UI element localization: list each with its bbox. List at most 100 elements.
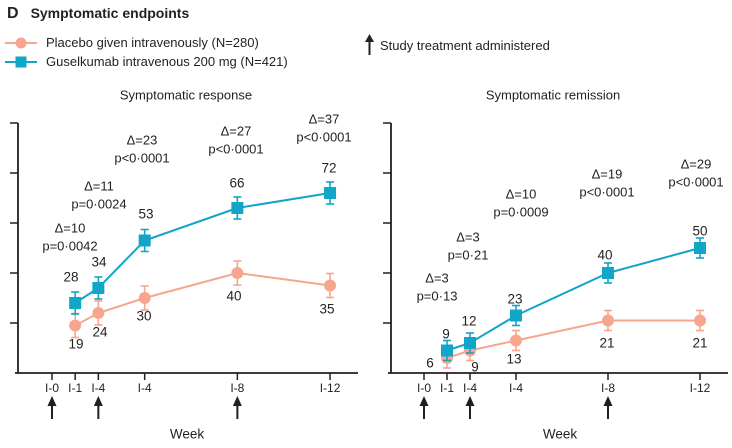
- series-line-placebo: [74, 271, 331, 327]
- treatment-arrow-head: [47, 396, 57, 406]
- annotation-delta: Δ=3: [456, 229, 480, 245]
- annotation-pvalue: p=0·0042: [42, 238, 98, 254]
- marker-square: [231, 202, 244, 214]
- value-label: 66: [229, 175, 245, 191]
- annotation-pvalue: p=0·13: [416, 288, 458, 304]
- x-tick-label: I-8: [230, 381, 245, 395]
- annotation-delta: Δ=29: [680, 156, 712, 172]
- marker-circle: [324, 279, 337, 292]
- annotation-delta: Δ=11: [84, 178, 114, 194]
- value-label: 28: [63, 269, 79, 285]
- marker-circle: [138, 292, 151, 304]
- annotation-delta: Δ=27: [220, 123, 252, 139]
- series-line-guselkumab: [446, 247, 701, 352]
- value-label: 72: [321, 160, 337, 176]
- marker-square: [324, 187, 337, 199]
- x-tick-label: I-8: [600, 381, 616, 395]
- marker-circle: [92, 307, 105, 319]
- value-label: 21: [692, 335, 708, 351]
- value-label: 34: [91, 254, 107, 270]
- annotation-delta: Δ=23: [126, 132, 158, 148]
- guselkumab-marker-icon: [5, 56, 37, 67]
- annotation-pvalue: p=0·21: [447, 247, 489, 263]
- annotation-delta: Δ=37: [308, 111, 340, 127]
- x-tick-label: I-12: [689, 381, 711, 395]
- value-label: 9: [442, 326, 450, 342]
- annotation-pvalue: p<0·0001: [296, 129, 352, 145]
- marker-square: [138, 234, 151, 247]
- value-label: 9: [471, 359, 479, 375]
- x-tick-label: I-4: [91, 381, 106, 395]
- marker-square: [92, 282, 105, 294]
- marker-square: [464, 337, 476, 349]
- annotation-delta: Δ=3: [425, 270, 449, 286]
- legend: Placebo given intravenously (N=280) Guse…: [4, 33, 288, 71]
- treatment-arrow-head: [232, 396, 242, 406]
- x-tick-label: I-1: [68, 381, 83, 395]
- treatment-arrow-head: [603, 396, 613, 406]
- annotation-pvalue: p<0·0001: [668, 174, 724, 190]
- treatment-arrow-head: [93, 396, 103, 406]
- value-label: 13: [506, 351, 522, 367]
- x-tick-label: I-0: [44, 381, 60, 395]
- x-tick-label: I-4: [137, 381, 152, 395]
- value-label: 30: [136, 308, 152, 324]
- placebo-marker-icon: [5, 37, 37, 48]
- value-label: 23: [507, 291, 523, 307]
- annotation-delta: Δ=19: [591, 166, 623, 182]
- treatment-note: Study treatment administered: [364, 34, 550, 56]
- placebo-circle: [15, 37, 27, 48]
- value-label: 24: [92, 324, 108, 340]
- legend-item-guselkumab: Guselkumab intravenous 200 mg (N=421): [4, 52, 288, 71]
- panel-title: Symptomatic response: [119, 87, 253, 103]
- value-label: 40: [597, 247, 613, 263]
- marker-square: [441, 344, 453, 357]
- series-line-placebo: [446, 319, 700, 359]
- marker-square: [602, 267, 614, 279]
- x-tick-label: I-12: [319, 381, 341, 395]
- marker-circle: [602, 314, 614, 327]
- value-label: 12: [461, 313, 477, 329]
- value-label: 35: [319, 301, 335, 317]
- week-axis-label: Week: [169, 426, 205, 442]
- x-tick-label: I-1: [439, 381, 455, 395]
- value-label: 53: [138, 206, 154, 222]
- marker-square: [694, 242, 706, 254]
- value-label: 6: [426, 355, 434, 371]
- legend-item-placebo: Placebo given intravenously (N=280): [4, 33, 288, 52]
- annotation-pvalue: p=0·0009: [493, 204, 549, 220]
- marker-circle: [694, 314, 706, 327]
- x-tick-label: I-0: [416, 381, 432, 395]
- marker-circle: [231, 267, 244, 279]
- treatment-arrow-head: [465, 396, 475, 406]
- panel-letter: D: [7, 5, 19, 22]
- figure-title: Symptomatic endpoints: [30, 5, 190, 21]
- annotation-delta: Δ=10: [54, 220, 86, 236]
- up-arrow-icon: [365, 34, 374, 55]
- marker-square: [69, 297, 82, 309]
- annotation-pvalue: p=0·0024: [71, 196, 127, 212]
- annotation-pvalue: p<0·0001: [114, 150, 170, 166]
- value-label: 19: [68, 336, 84, 352]
- figure-header: D Symptomatic endpoints: [7, 5, 189, 23]
- x-tick-label: I-4: [508, 381, 524, 395]
- marker-square: [510, 309, 522, 322]
- week-axis-label: Week: [542, 426, 578, 442]
- x-tick-label: I-4: [462, 381, 478, 395]
- annotation-delta: Δ=10: [505, 186, 537, 202]
- marker-circle: [69, 319, 82, 332]
- annotation-pvalue: p<0·0001: [579, 184, 635, 200]
- annotation-pvalue: p<0·0001: [208, 141, 264, 157]
- panel-title: Symptomatic remission: [485, 87, 621, 103]
- legend-label-placebo: Placebo given intravenously (N=280): [46, 35, 259, 50]
- guselkumab-square: [15, 56, 27, 67]
- value-label: 50: [692, 223, 708, 239]
- legend-label-guselkumab: Guselkumab intravenous 200 mg (N=421): [46, 54, 288, 69]
- treatment-note-label: Study treatment administered: [380, 37, 550, 53]
- value-label: 21: [599, 335, 615, 351]
- value-label: 40: [226, 288, 242, 304]
- marker-circle: [510, 334, 522, 347]
- treatment-arrow-head: [419, 396, 429, 406]
